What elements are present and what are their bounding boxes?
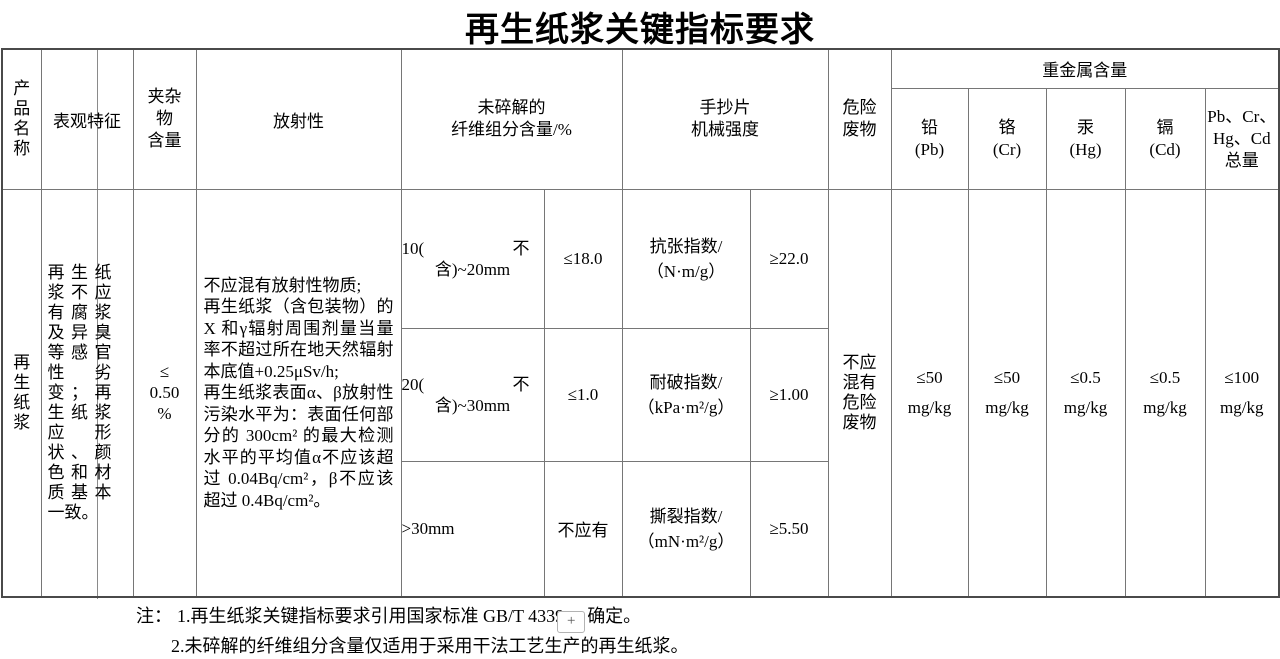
fiber-range-2-line1-right: 不 [512, 374, 530, 394]
cell-radioactivity-text: 不应混有放射性物质; 再生纸浆（含包装物）的 X 和γ辐射周围剂量当量率不超过所… [203, 275, 394, 510]
cell-metal-cr-value: ≤50 mg/kg [967, 188, 1047, 598]
cell-fiber-range-1: 10( 不 含)~20mm [400, 188, 545, 329]
cell-metal-hg-value: ≤0.5 mg/kg [1045, 188, 1126, 598]
fiber-range-3-line1-left: >30mm [401, 519, 455, 539]
cell-product-name-text: 再生纸浆 [13, 352, 31, 432]
cell-strength-value-2: ≥1.00 [749, 327, 829, 462]
cell-strength-value-1: ≥22.0 [749, 188, 829, 329]
cell-fiber-value-1: ≤18.0 [543, 188, 623, 329]
header-radioactivity: 放射性 [195, 48, 402, 190]
header-metal-cd: 镉 (Cd) [1124, 87, 1206, 190]
fiber-range-1-line1-left: 10( [401, 238, 425, 258]
cell-radioactivity: 不应混有放射性物质; 再生纸浆（含包装物）的 X 和γ辐射周围剂量当量率不超过所… [195, 188, 402, 598]
header-metal-hg: 汞 (Hg) [1045, 87, 1126, 190]
cell-appearance-text: 再生纸浆不应有腐浆及异臭等感官性劣变；再生纸浆应形状、颜色和材质基本一致。 [47, 262, 112, 522]
fiber-range-1-line1-right: 不 [512, 238, 530, 258]
cell-appearance: 再生纸浆不应有腐浆及异臭等感官性劣变；再生纸浆应形状、颜色和材质基本一致。 [40, 188, 134, 598]
cell-strength-value-3: ≥5.50 [749, 460, 829, 598]
header-impurity: 夹杂 物 含量 [132, 48, 197, 190]
header-fiber-content: 未碎解的 纤维组分含量/% [400, 48, 623, 190]
cell-fiber-value-3: 不应有 [543, 460, 623, 598]
header-metal-total: Pb、Cr、 Hg、Cd 总量 [1204, 87, 1280, 190]
footnote-1: 注： 1.再生纸浆关键指标要求引用国家标准 GB/T 4339 + 确定。 [136, 603, 689, 633]
cell-fiber-range-3: >30mm [400, 460, 545, 598]
cell-metal-cd-value: ≤0.5 mg/kg [1124, 188, 1206, 598]
footnotes: 注： 1.再生纸浆关键指标要求引用国家标准 GB/T 4339 + 确定。 2.未碎解… [136, 603, 689, 659]
fiber-range-1-line2: 含)~20mm [434, 259, 511, 279]
cell-fiber-range-2: 20( 不 含)~30mm [400, 327, 545, 462]
cell-product-name: 再生纸浆 [1, 188, 42, 598]
cell-impurity: ≤ 0.50 % [132, 188, 197, 598]
cell-metal-pb-value: ≤50 mg/kg [890, 188, 969, 598]
cell-strength-label-2: 耐破指数/ （kPa·m²/g） [621, 327, 751, 462]
header-metal-pb: 铅 (Pb) [890, 87, 969, 190]
cell-fiber-value-2: ≤1.0 [543, 327, 623, 462]
indicator-table: 产品名称 表观特征 夹杂 物 含量 放射性 未碎解的 纤维组分含量/% 手抄片 … [1, 48, 1280, 598]
header-hazardous-waste: 危险 废物 [827, 48, 892, 190]
cell-strength-label-1: 抗张指数/ （N·m/g） [621, 188, 751, 329]
header-metal-cr: 铬 (Cr) [967, 87, 1047, 190]
footnote-label: 注： [136, 606, 172, 626]
footnote-1-suffix: 确定。 [587, 606, 642, 626]
cell-hazardous-waste: 不应 混有 危险 废物 [827, 188, 892, 598]
fiber-range-2-line1-left: 20( [401, 374, 425, 394]
cell-metal-total-value: ≤100 mg/kg [1204, 188, 1280, 598]
footnote-2: 2.未碎解的纤维组分含量仅适用于采用干法工艺生产的再生纸浆。 [171, 636, 689, 656]
plus-button[interactable]: + [557, 611, 586, 633]
header-product-name-text: 产品名称 [13, 79, 31, 159]
fiber-range-2-line2: 含)~30mm [434, 395, 511, 415]
footnote-1-text: 1.再生纸浆关键指标要求引用国家标准 GB/T 4339 [177, 606, 565, 626]
header-product-name: 产品名称 [1, 48, 42, 190]
cell-strength-label-3: 撕裂指数/ （mN·m²/g） [621, 460, 751, 598]
header-handsheet-strength: 手抄片 机械强度 [621, 48, 829, 190]
page-title: 再生纸浆关键指标要求 [465, 12, 815, 49]
header-appearance: 表观特征 [40, 48, 134, 190]
header-heavy-metal: 重金属含量 [890, 48, 1280, 89]
